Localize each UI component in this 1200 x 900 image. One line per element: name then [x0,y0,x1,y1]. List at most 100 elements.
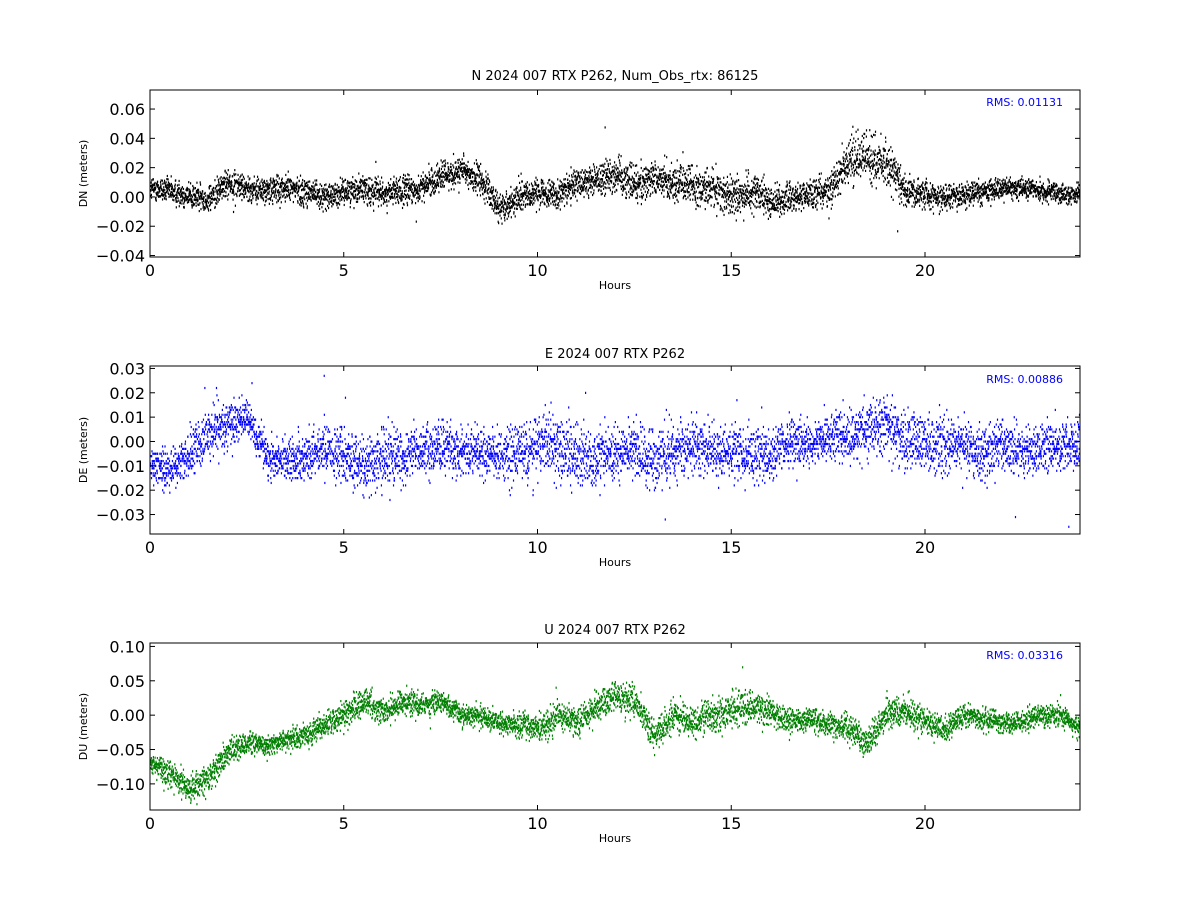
panel-n-point [723,213,725,217]
panel-n-point [864,132,866,136]
panel-n-point [305,185,307,188]
panel-n-point [730,183,732,186]
panel-n-point [401,190,403,193]
panel-n-point [811,198,813,201]
panel-n-point [837,193,839,197]
panel-n-point [546,200,548,204]
panel-n-point [803,184,805,187]
panel-n-point [545,192,547,195]
panel-n-point [182,196,184,199]
panel-n-point [305,184,307,187]
panel-n-point [307,192,309,196]
panel-n-point [220,176,222,179]
panel-n-point [665,185,667,188]
panel-n-point [396,186,398,190]
panel-n-point [607,186,609,189]
panel-n-point [870,182,872,185]
panel-n-point [767,217,769,220]
panel-n-point [285,195,287,199]
panel-n-point [722,188,724,191]
panel-n-point [266,193,268,197]
panel-n-point [202,197,205,201]
panel-n-point [846,175,849,178]
panel-n-point [785,200,787,204]
panel-n-point [832,179,835,182]
panel-n-point [717,181,719,184]
panel-n-point [288,180,291,183]
panel-n-point [644,181,646,184]
panel-n-point [737,209,739,212]
panel-n-point [603,181,606,184]
panel-n-point [172,193,174,196]
panel-n-point [589,183,591,186]
panel-n-point [728,196,730,199]
panel-n-point [856,157,858,160]
panel-n-point [828,185,830,189]
panel-n-point [512,201,515,204]
panel-n-point [535,182,537,185]
panel-n-point [561,184,563,187]
panel-n-point [422,171,424,174]
panel-n-point [855,159,857,162]
panel-n-point [798,197,800,201]
panel-n-point [622,185,624,188]
panel-n-point [889,158,891,161]
panel-n-point [174,185,176,188]
panel-n-point [211,197,214,200]
panel-n-point [227,198,229,201]
panel-n-point [212,188,214,192]
panel-n-point [548,197,550,200]
panel-n-point [550,188,552,191]
panel-n-point [537,194,539,198]
panel-n-point [681,181,683,184]
panel-n-point [485,179,488,183]
panel-n-point [178,179,180,183]
panel-n-point [731,183,734,186]
panel-n-point [840,167,842,171]
panel-n-point [807,202,809,205]
panel-n-point [541,191,543,194]
panel-n-point [875,172,878,176]
panel-n-point [284,196,286,199]
panel-n-point [428,171,430,174]
panel-n-point [858,165,860,168]
panel-n-point [885,164,887,167]
panel-n-point [221,190,223,193]
panel-n-point [749,194,752,198]
panel-n-point [278,198,281,201]
panel-n-point [837,181,840,184]
panel-n-point [560,194,562,197]
panel-n-point [740,184,742,188]
panel-n-point [662,180,664,183]
panel-n-point [350,187,352,191]
panel-n-point [676,194,678,197]
panel-n-point [223,180,225,183]
panel-n-point [737,205,739,208]
panel-n-point [874,134,876,137]
panel-n-point [755,206,757,209]
panel-n-point [405,183,407,186]
panel-n-point [911,191,913,194]
panel-n-point [532,194,534,197]
panel-n-point [158,187,161,190]
panel-n-point [369,177,371,180]
panel-n-point [638,174,640,178]
panel-n-point [917,177,920,180]
panel-n-point [705,185,707,188]
panel-n-point [565,185,568,188]
panel-n-point [469,169,471,172]
panel-n-point [364,182,367,185]
panel-n-point [177,197,179,200]
panel-n-point [641,191,643,195]
panel-n-point [546,205,548,208]
panel-n-point [176,190,179,193]
panel-n-point [327,199,329,202]
panel-n-point [359,181,361,184]
panel-n-point [542,189,544,192]
panel-n-point [594,173,596,177]
panel-n-point [303,195,305,198]
panel-n-point [878,151,880,155]
panel-n-point [560,188,562,192]
panel-n-point [897,230,899,233]
panel-n-point [531,192,533,195]
